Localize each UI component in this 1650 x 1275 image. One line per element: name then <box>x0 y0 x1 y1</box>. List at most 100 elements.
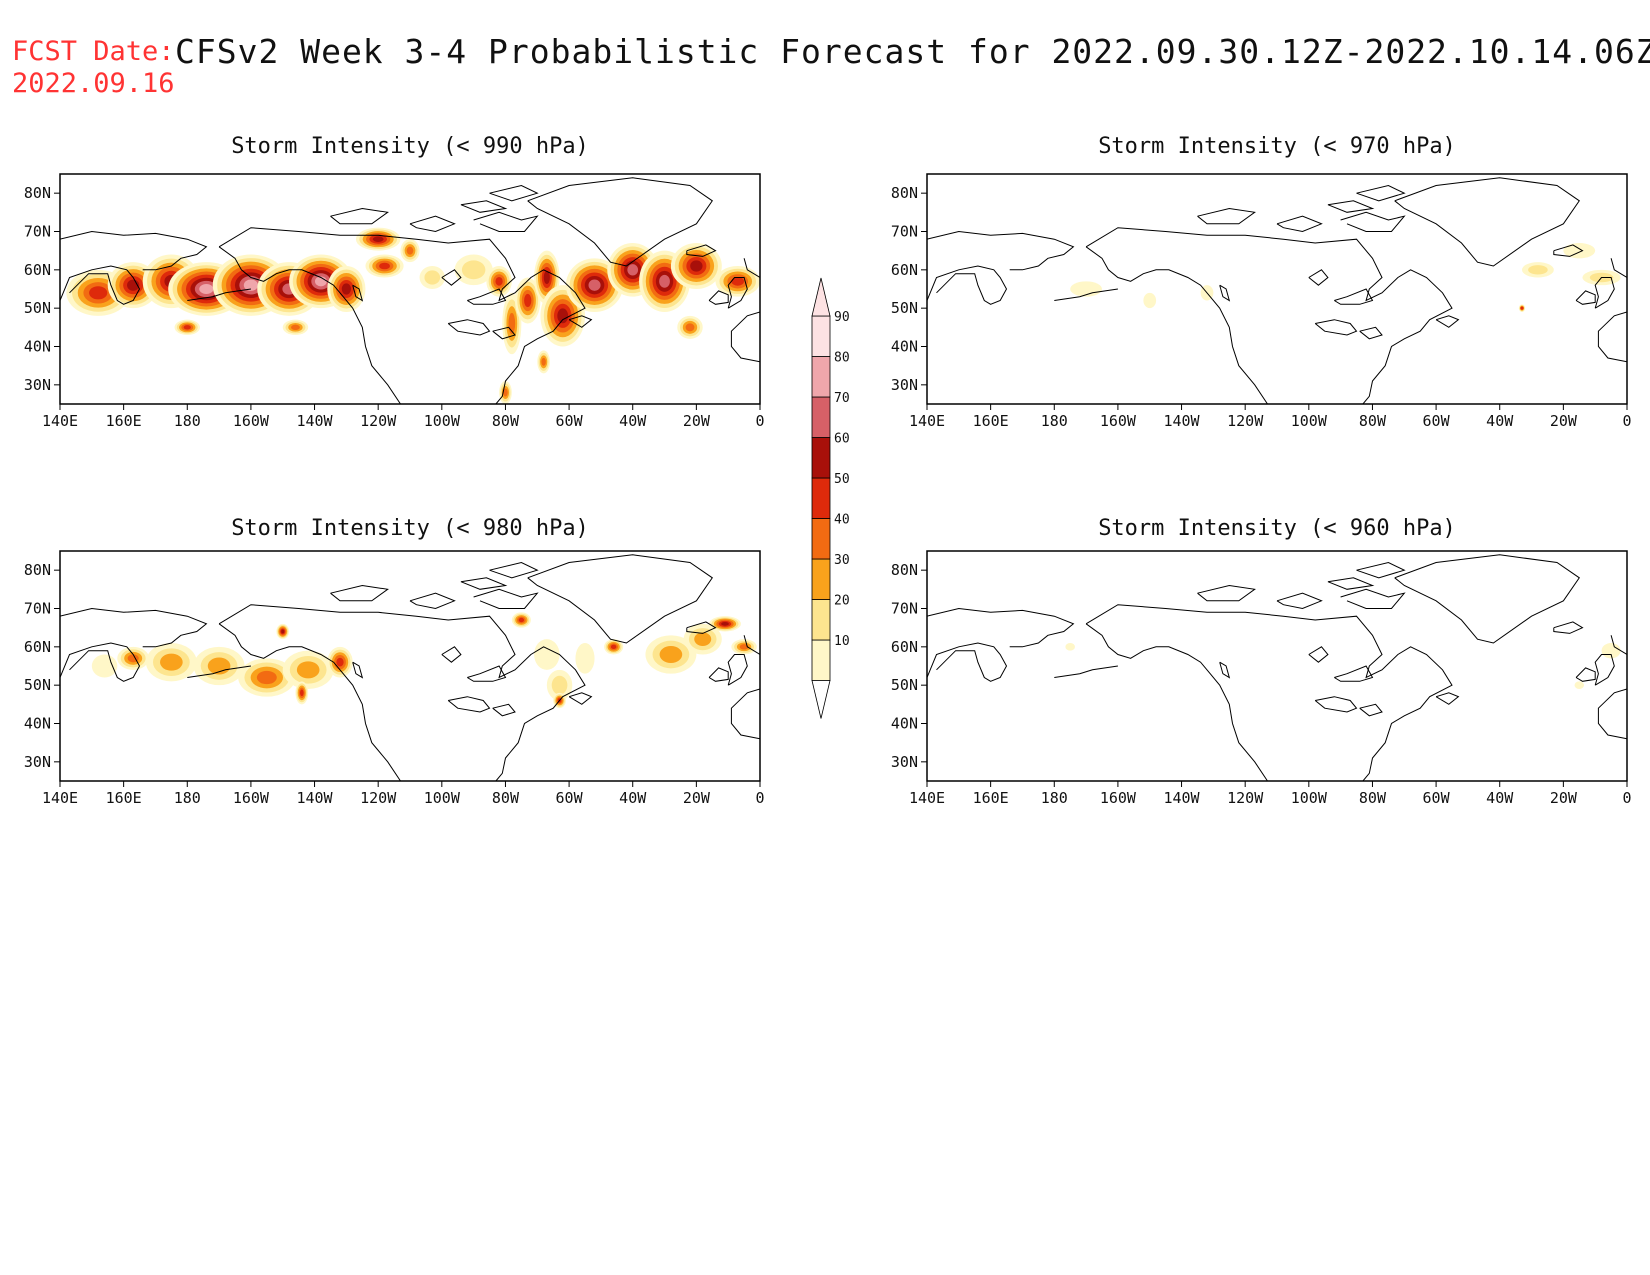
probability-area <box>557 308 569 324</box>
x-tick-label: 100W <box>424 412 461 430</box>
coastline <box>473 211 539 232</box>
coastline <box>1435 692 1460 705</box>
y-tick-label: 60N <box>24 638 51 656</box>
colorbar-tick-label: 40 <box>834 513 850 528</box>
coastline <box>218 623 401 781</box>
x-tick-label: 0 <box>755 412 764 430</box>
probability-area <box>1528 265 1548 275</box>
coastline <box>1334 288 1374 305</box>
x-tick-label: 160W <box>1100 789 1137 807</box>
x-tick-label: 160W <box>1100 412 1137 430</box>
x-tick-label: 160E <box>106 789 142 807</box>
colorbar-tick-label: 80 <box>834 351 850 366</box>
coastline <box>686 621 717 634</box>
coastline <box>218 246 401 404</box>
coastline <box>1327 577 1375 590</box>
y-tick-label: 50N <box>24 299 51 317</box>
colorbar-tick-label: 10 <box>834 634 850 649</box>
coastline <box>218 604 586 781</box>
coastlines <box>927 554 1627 781</box>
probability-area <box>659 645 683 664</box>
coastline <box>467 665 507 682</box>
coastline <box>441 269 462 286</box>
coastline <box>1085 227 1453 404</box>
y-tick-label: 30N <box>891 376 918 394</box>
x-tick-label: 60W <box>556 412 584 430</box>
coastline <box>1340 211 1406 232</box>
coastline <box>927 607 1075 648</box>
x-tick-label: 180 <box>1041 789 1068 807</box>
coastline <box>60 230 208 271</box>
coastline <box>447 696 491 713</box>
y-tick-label: 60N <box>24 261 51 279</box>
coastline <box>1597 688 1627 740</box>
y-tick-label: 40N <box>24 715 51 733</box>
probability-area <box>372 236 384 242</box>
coastline <box>460 577 508 590</box>
probability-area <box>503 388 508 397</box>
coastline <box>60 265 141 305</box>
x-tick-label: 140W <box>1163 412 1200 430</box>
colorbar-segment <box>811 396 831 438</box>
x-tick-label: 40W <box>619 412 647 430</box>
colorbar-tick-label: 30 <box>834 553 850 568</box>
x-tick-label: 140W <box>1163 789 1200 807</box>
x-tick-label: 0 <box>1622 412 1631 430</box>
coastline <box>1594 277 1615 309</box>
coastline <box>1054 665 1118 678</box>
probability-area <box>731 276 745 286</box>
forecast-date-label: FCST Date: <box>12 36 175 67</box>
colorbar-segment <box>811 518 831 560</box>
coastline <box>1356 184 1406 202</box>
colorbar-bottom-arrow <box>811 680 831 719</box>
y-tick-label: 30N <box>24 753 51 771</box>
coastline <box>686 244 717 257</box>
coastline <box>60 607 208 648</box>
coastline <box>1553 244 1584 257</box>
x-tick-label: 20W <box>683 412 711 430</box>
probability-area <box>243 279 259 291</box>
probability-fills <box>66 227 760 404</box>
x-tick-label: 60W <box>1423 789 1451 807</box>
map-frame <box>59 550 761 782</box>
probability-area <box>300 689 304 697</box>
coastline <box>441 646 462 663</box>
y-tick-label: 30N <box>24 376 51 394</box>
probability-area <box>1574 681 1585 690</box>
coastline <box>447 319 491 336</box>
coastline <box>1594 654 1615 686</box>
coastline <box>527 177 713 267</box>
colorbar-tick-label: 70 <box>834 391 850 406</box>
y-tick-label: 80N <box>891 561 918 579</box>
coastline <box>460 200 508 213</box>
x-tick-label: 140E <box>909 789 945 807</box>
x-tick-label: 120W <box>360 412 397 430</box>
x-tick-label: 140E <box>909 412 945 430</box>
coastline <box>1308 646 1329 663</box>
y-tick-label: 80N <box>891 184 918 202</box>
probability-area <box>1563 243 1596 259</box>
colorbar-segment <box>811 477 831 519</box>
y-tick-label: 30N <box>891 753 918 771</box>
panel-title: Storm Intensity (< 960 hPa) <box>1098 516 1456 541</box>
coastline <box>743 258 760 278</box>
probability-area <box>281 629 285 634</box>
coastline <box>1334 665 1374 682</box>
probability-area <box>721 621 729 626</box>
coastline <box>1610 258 1627 278</box>
y-tick-label: 50N <box>891 299 918 317</box>
map-frame <box>926 550 1628 782</box>
probability-area <box>551 675 568 695</box>
coastline <box>527 554 713 644</box>
coastline <box>1359 703 1383 717</box>
x-tick-label: 20W <box>1550 412 1578 430</box>
coastline <box>1356 561 1406 579</box>
coastline <box>730 311 760 363</box>
panel-title: Storm Intensity (< 980 hPa) <box>231 516 589 541</box>
x-tick-label: 20W <box>683 789 711 807</box>
coastline <box>1394 177 1580 267</box>
colorbar: 90 80 70 60 50 40 30 20 10 <box>811 277 850 719</box>
probability-fills <box>1065 643 1621 690</box>
x-tick-label: 80W <box>1359 789 1387 807</box>
